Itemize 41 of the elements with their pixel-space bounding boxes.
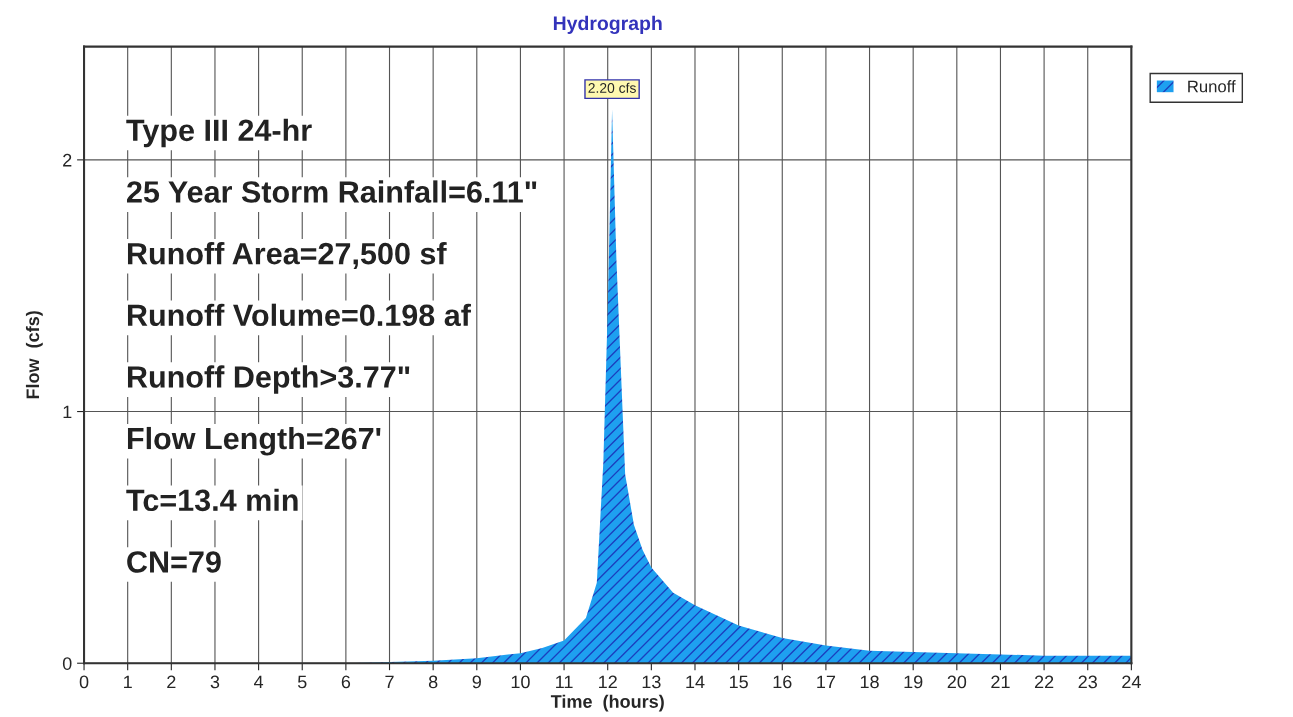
x-axis-title: Time (hours) <box>550 694 664 712</box>
x-tick-label: 6 <box>341 675 351 689</box>
x-tick-label: 21 <box>991 675 1010 689</box>
y-tick-label: 1 <box>63 405 72 419</box>
annotation: Runoff Volume=0.198 af <box>127 303 471 327</box>
annotation: 25 Year Storm Rainfall=6.11" <box>127 180 537 203</box>
x-tick-label: 16 <box>773 675 792 689</box>
x-tick-label: 3 <box>210 675 220 689</box>
x-tick-label: 8 <box>428 675 438 689</box>
x-tick-label: 18 <box>860 675 879 689</box>
x-tick-label: 13 <box>642 675 661 689</box>
x-tick-label: 4 <box>253 675 264 689</box>
x-tick-label: 22 <box>1034 675 1054 689</box>
x-tick-label: 5 <box>297 675 307 689</box>
x-tick-label: 17 <box>817 675 836 689</box>
x-tick-label: 20 <box>947 675 967 689</box>
y-axis-title: Flow (cfs) <box>25 311 43 399</box>
annotation: Tc=13.4 min <box>126 488 298 512</box>
x-tick-label: 2 <box>167 675 176 689</box>
chart-title: Hydrograph <box>553 15 662 35</box>
x-tick-label: 14 <box>686 675 705 689</box>
x-tick-label: 23 <box>1078 675 1097 689</box>
annotation: Runoff Depth>3.77" <box>127 365 410 394</box>
y-tick-label: 2 <box>63 153 72 167</box>
y-tick-label: 0 <box>62 657 72 670</box>
x-tick-label: 0 <box>79 675 89 689</box>
x-tick-label: 1 <box>124 675 132 689</box>
annotation: Type III 24-hr <box>126 118 312 148</box>
annotation: Flow Length=267' <box>127 426 381 456</box>
x-tick-label: 24 <box>1122 675 1141 689</box>
x-tick-label: 15 <box>729 675 748 689</box>
legend-label: Runoff <box>1188 80 1236 93</box>
x-tick-label: 7 <box>385 675 394 689</box>
x-tick-label: 19 <box>904 675 923 689</box>
annotation: CN=79 <box>127 551 221 573</box>
annotation: Runoff Area=27,500 sf <box>127 242 447 269</box>
annotation: 2.20 cfs <box>588 82 636 93</box>
x-tick-label: 9 <box>472 675 481 689</box>
x-tick-label: 10 <box>511 675 530 689</box>
x-tick-label: 11 <box>556 675 573 689</box>
x-tick-label: 12 <box>599 675 617 689</box>
